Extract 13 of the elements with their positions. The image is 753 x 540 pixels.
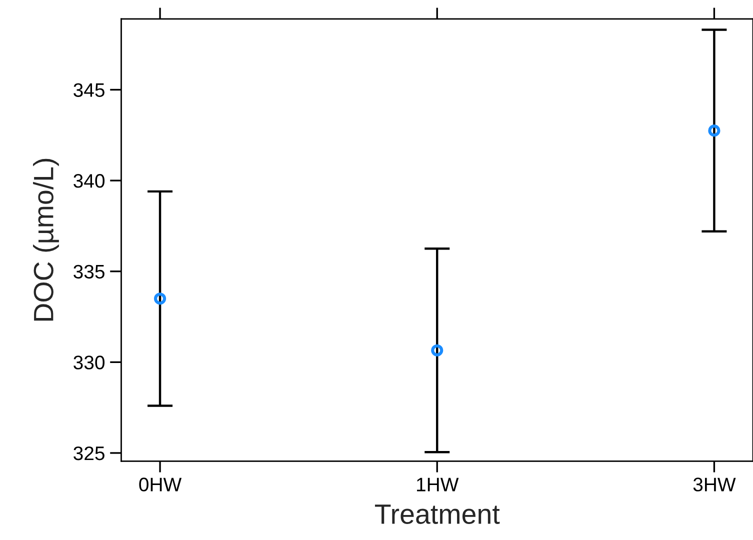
- y-tick-label: 335: [74, 264, 104, 279]
- y-tick-label: 340: [74, 174, 105, 188]
- point: [154, 292, 166, 305]
- x-axis-title: Treatment: [374, 504, 500, 524]
- x-tick-label: 1HW: [416, 478, 459, 492]
- y-axis-title: DOC (µmo/L): [33, 158, 59, 321]
- point: [708, 124, 720, 137]
- x-tick-label: 0HW: [139, 478, 182, 492]
- x-tick-label: 3HW: [693, 478, 736, 492]
- y-tick-label: 325: [74, 446, 104, 460]
- y-tick-label: 345: [74, 83, 104, 97]
- y-tick-label: 330: [74, 356, 105, 370]
- point: [431, 344, 444, 356]
